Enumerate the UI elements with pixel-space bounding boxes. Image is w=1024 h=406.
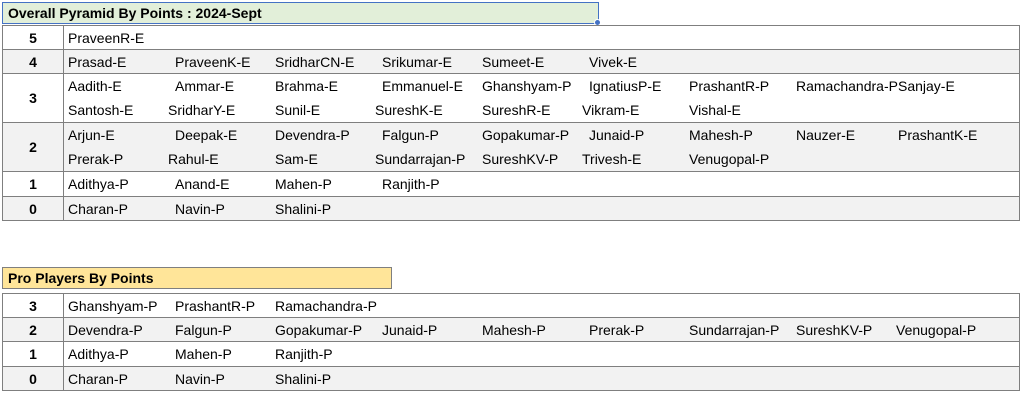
level-cell[interactable]: 3 xyxy=(3,294,64,317)
player-cell[interactable]: Mahen-P xyxy=(175,346,232,362)
player-cell[interactable]: Adithya-P xyxy=(68,346,129,362)
player-cell[interactable]: Sundarrajan-P xyxy=(689,321,780,338)
player-cell[interactable]: Emmanuel-E xyxy=(382,78,463,94)
player-cell[interactable]: Mahesh-P xyxy=(689,127,753,143)
player-cell[interactable]: Sumeet-E xyxy=(482,53,545,70)
player-cell[interactable]: Sunil-E xyxy=(275,102,321,118)
player-cell[interactable]: Junaid-P xyxy=(589,127,645,143)
level-row-1: 1 Adithya-P Mahen-P Ranjith-P xyxy=(3,342,1019,367)
player-cell[interactable]: Venugopal-P xyxy=(689,151,770,167)
player-cell[interactable]: Ghanshyam-P xyxy=(482,78,572,94)
player-cell[interactable]: Charan-P xyxy=(68,370,128,387)
player-cell[interactable]: Sanjay-E xyxy=(898,78,955,94)
player-cell[interactable]: PraveenK-E xyxy=(175,53,251,70)
player-cell[interactable]: Charan-P xyxy=(68,200,128,217)
player-list: Ghanshyam-P PrashantR-P Ramachandra-P xyxy=(64,294,1019,317)
player-cell[interactable]: SureshK-E xyxy=(375,102,443,118)
player-cell[interactable]: Sam-E xyxy=(275,151,318,167)
level-cell[interactable]: 2 xyxy=(3,318,64,341)
level-cell[interactable]: 0 xyxy=(3,367,64,390)
player-cell[interactable]: Nauzer-E xyxy=(796,127,856,143)
player-cell[interactable]: PrashantR-P xyxy=(175,297,256,314)
player-list: PraveenR-E xyxy=(64,26,1019,49)
player-cell[interactable]: SridharCN-E xyxy=(275,53,355,70)
player-cell[interactable]: Mahesh-P xyxy=(482,321,546,338)
level-row-3: 3 Aadith-E Ammar-E Brahma-E Emmanuel-E Ghansh… xyxy=(3,74,1019,123)
player-cell[interactable]: SureshKV-P xyxy=(796,321,873,338)
level-row-2: 2 Devendra-P Falgun-P Gopakumar-P Junaid-P Ma… xyxy=(3,318,1019,342)
player-cell[interactable]: Anand-E xyxy=(175,176,230,192)
player-cell[interactable]: Rahul-E xyxy=(168,151,219,167)
player-cell[interactable]: Srikumar-E xyxy=(382,53,453,70)
player-cell[interactable]: Deepak-E xyxy=(175,127,238,143)
player-list: Aadith-E Ammar-E Brahma-E Emmanuel-E Ghanshy… xyxy=(64,74,1019,122)
player-cell[interactable]: Brahma-E xyxy=(275,78,339,94)
player-cell[interactable]: SureshR-E xyxy=(482,102,551,118)
player-cell[interactable]: Vikram-E xyxy=(582,102,640,118)
player-cell[interactable]: Santosh-E xyxy=(68,102,134,118)
player-cell[interactable]: Ramachandra-P xyxy=(275,297,377,314)
player-cell[interactable]: Ammar-E xyxy=(175,78,235,94)
player-cell[interactable]: Trivesh-E xyxy=(582,151,642,167)
player-list: Devendra-P Falgun-P Gopakumar-P Junaid-P Mah… xyxy=(64,318,1019,341)
level-row-0: 0 Charan-P Navin-P Shalini-P xyxy=(3,367,1019,391)
player-cell[interactable]: Navin-P xyxy=(175,370,225,387)
player-cell[interactable]: Arjun-E xyxy=(68,127,115,143)
player-cell[interactable]: SridharY-E xyxy=(168,102,236,118)
player-cell[interactable]: Gopakumar-P xyxy=(482,127,570,143)
level-cell[interactable]: 1 xyxy=(3,172,64,196)
overall-pyramid-table: 5 PraveenR-E 4 Prasad-E PraveenK-E SridharCN-… xyxy=(2,25,1020,221)
player-list: Arjun-E Deepak-E Devendra-P Falgun-P Gopakum… xyxy=(64,123,1019,171)
player-cell[interactable]: Aadith-E xyxy=(68,78,122,94)
player-cell[interactable]: Falgun-P xyxy=(382,127,439,143)
player-cell[interactable]: Ranjith-P xyxy=(275,346,333,362)
player-cell[interactable]: PraveenR-E xyxy=(68,29,145,46)
level-cell[interactable]: 2 xyxy=(3,123,64,171)
player-list: Adithya-P Anand-E Mahen-P Ranjith-P xyxy=(64,172,1019,196)
level-row-2: 2 Arjun-E Deepak-E Devendra-P Falgun-P Gopaku… xyxy=(3,123,1019,172)
player-cell[interactable]: Sundarrajan-P xyxy=(375,151,466,167)
level-row-4: 4 Prasad-E PraveenK-E SridharCN-E Srikumar-E… xyxy=(3,50,1019,74)
player-cell[interactable]: PrashantK-E xyxy=(898,127,978,143)
player-cell[interactable]: Ranjith-P xyxy=(382,176,440,192)
player-cell[interactable]: Venugopal-P xyxy=(896,321,977,338)
player-list: Charan-P Navin-P Shalini-P xyxy=(64,367,1019,390)
level-row-0: 0 Charan-P Navin-P Shalini-P xyxy=(3,197,1019,221)
player-cell[interactable]: Devendra-P xyxy=(68,321,143,338)
level-cell[interactable]: 0 xyxy=(3,197,64,220)
player-cell[interactable]: Mahen-P xyxy=(275,176,332,192)
level-cell[interactable]: 4 xyxy=(3,50,64,73)
player-cell[interactable]: Prerak-P xyxy=(68,151,124,167)
player-cell[interactable]: Vishal-E xyxy=(689,102,741,118)
pro-players-table: 3 Ghanshyam-P PrashantR-P Ramachandra-P 2 Dev… xyxy=(2,293,1020,391)
player-list: Adithya-P Mahen-P Ranjith-P xyxy=(64,342,1019,366)
player-cell[interactable]: PrashantR-P xyxy=(689,78,770,94)
player-cell[interactable]: Prerak-P xyxy=(589,321,645,338)
level-row-3: 3 Ghanshyam-P PrashantR-P Ramachandra-P xyxy=(3,294,1019,318)
player-cell[interactable]: Ghanshyam-P xyxy=(68,297,158,314)
section-title-overall[interactable]: Overall Pyramid By Points : 2024-Sept xyxy=(2,2,599,24)
player-cell[interactable]: Vivek-E xyxy=(589,53,637,70)
level-cell[interactable]: 3 xyxy=(3,74,64,122)
player-list: Charan-P Navin-P Shalini-P xyxy=(64,197,1019,220)
player-cell[interactable]: Falgun-P xyxy=(175,321,232,338)
player-cell[interactable]: Prasad-E xyxy=(68,53,127,70)
player-cell[interactable]: Junaid-P xyxy=(382,321,438,338)
player-cell[interactable]: Ramachandra-P xyxy=(796,78,898,94)
player-cell[interactable]: Devendra-P xyxy=(275,127,350,143)
player-cell[interactable]: Navin-P xyxy=(175,200,225,217)
level-cell[interactable]: 5 xyxy=(3,26,64,49)
player-cell[interactable]: Adithya-P xyxy=(68,176,129,192)
level-row-5: 5 PraveenR-E xyxy=(3,26,1019,50)
player-cell[interactable]: IgnatiusP-E xyxy=(589,78,662,94)
player-cell[interactable]: Shalini-P xyxy=(275,200,332,217)
level-row-1: 1 Adithya-P Anand-E Mahen-P Ranjith-P xyxy=(3,172,1019,197)
player-cell[interactable]: Gopakumar-P xyxy=(275,321,363,338)
player-list: Prasad-E PraveenK-E SridharCN-E Srikumar-E S… xyxy=(64,50,1019,73)
player-cell[interactable]: SureshKV-P xyxy=(482,151,559,167)
level-cell[interactable]: 1 xyxy=(3,342,64,366)
player-cell[interactable]: Shalini-P xyxy=(275,370,332,387)
section-title-pro[interactable]: Pro Players By Points xyxy=(2,267,392,289)
